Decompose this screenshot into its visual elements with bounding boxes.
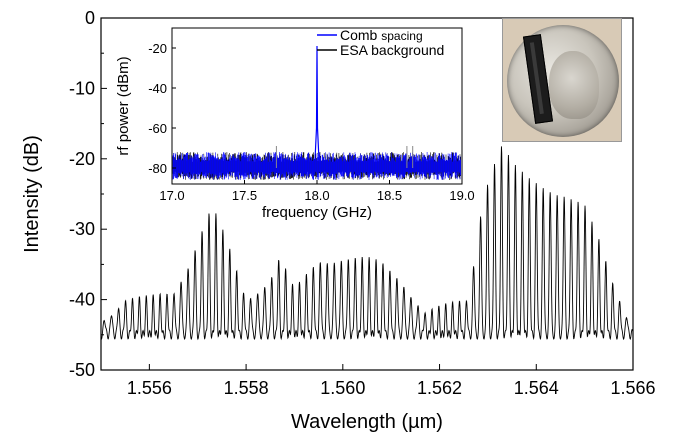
inset-y-tick-label: -40 bbox=[148, 81, 167, 96]
main-x-tick-label: 1.566 bbox=[610, 378, 655, 398]
inset-x-tick-label: 19.0 bbox=[449, 188, 474, 203]
inset-x-ticks: 17.0 17.5 18.0 18.5 19.0 bbox=[159, 180, 475, 203]
main-y-tick-label: -10 bbox=[69, 78, 95, 98]
legend-label-comb: Comb spacing bbox=[340, 27, 423, 43]
inset-x-tick-label: 18.0 bbox=[304, 188, 329, 203]
inset-x-axis-label: frequency (GHz) bbox=[262, 204, 372, 221]
coin-with-chip-photo bbox=[502, 18, 622, 142]
inset-y-tick-label: -60 bbox=[148, 121, 167, 136]
inset-noise-band bbox=[172, 146, 461, 180]
inset-x-tick-label: 18.5 bbox=[377, 188, 402, 203]
main-y-tick-label: -30 bbox=[69, 219, 95, 239]
inset-y-tick-label: -20 bbox=[148, 41, 167, 56]
quarter-coin-icon bbox=[507, 25, 619, 137]
chip-stripe bbox=[529, 42, 544, 115]
inset-y-tick-label: -80 bbox=[148, 161, 167, 176]
main-y-tick-label: -20 bbox=[69, 149, 95, 169]
main-x-tick-label: 1.562 bbox=[417, 378, 462, 398]
inset-x-tick-label: 17.5 bbox=[232, 188, 257, 203]
main-x-tick-label: 1.560 bbox=[320, 378, 365, 398]
main-x-tick-label: 1.564 bbox=[514, 378, 559, 398]
inset-x-tick-label: 17.0 bbox=[159, 188, 184, 203]
inset-noise-comb-spacing bbox=[172, 152, 461, 180]
inset-peak-line bbox=[314, 45, 320, 161]
main-y-axis-label: Intensity (dB) bbox=[21, 135, 43, 253]
main-y-tick-label: -40 bbox=[69, 290, 95, 310]
coin-portrait-icon bbox=[549, 51, 599, 119]
main-y-tick-label: -50 bbox=[69, 360, 95, 380]
main-spectrum-line bbox=[100, 146, 634, 341]
inset-legend: Comb spacing ESA background bbox=[317, 27, 444, 58]
legend-label-esa: ESA background bbox=[340, 42, 444, 58]
main-x-axis-label: Wavelength (µm) bbox=[291, 411, 443, 433]
inset-y-ticks: -20 -40 -60 -80 bbox=[148, 41, 176, 176]
main-x-tick-label: 1.556 bbox=[127, 378, 172, 398]
main-y-tick-label: 0 bbox=[85, 8, 95, 28]
main-y-ticks: 0 -10 -20 -30 -40 -50 bbox=[69, 8, 107, 380]
main-x-tick-label: 1.558 bbox=[224, 378, 269, 398]
inset-y-axis-label: rf power (dBm) bbox=[115, 56, 132, 155]
main-x-ticks: 1.556 1.558 1.560 1.562 1.564 1.566 bbox=[127, 364, 656, 398]
